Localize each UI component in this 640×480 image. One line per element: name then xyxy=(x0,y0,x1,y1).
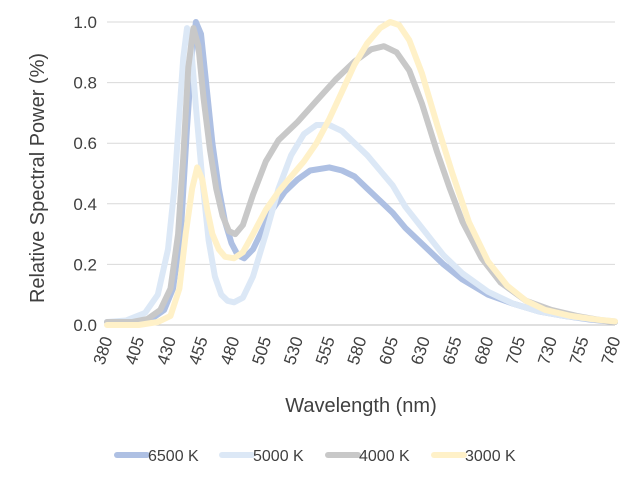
x-axis-title: Wavelength (nm) xyxy=(285,395,437,417)
x-tick-label: 380 xyxy=(90,334,117,367)
x-tick-label: 780 xyxy=(598,334,625,367)
y-tick-label: 0.2 xyxy=(73,255,97,274)
x-tick-label: 505 xyxy=(248,334,275,367)
series-line-3000k xyxy=(104,19,618,328)
x-tick-label: 555 xyxy=(312,334,339,367)
series-line-4000k xyxy=(104,25,618,325)
x-tick-label: 480 xyxy=(217,334,244,367)
x-tick-label: 655 xyxy=(439,334,466,367)
x-tick-label: 605 xyxy=(375,334,402,367)
x-tick-label: 630 xyxy=(407,334,434,367)
x-tick-labels: 380 405 430 455 480 505 530 555 580 605 630 655 680 7… xyxy=(90,334,625,367)
x-tick-label: 530 xyxy=(280,334,307,367)
x-tick-label: 455 xyxy=(185,334,212,367)
y-tick-label: 0.8 xyxy=(73,74,97,93)
y-tick-label: 0.0 xyxy=(73,316,97,335)
series-line-5000k xyxy=(104,25,618,325)
legend: 6500 K 5000 K 4000 K 3000 K xyxy=(114,448,516,465)
legend-label: 4000 K xyxy=(359,448,410,465)
legend-label: 6500 K xyxy=(148,448,199,465)
x-tick-label: 755 xyxy=(566,334,593,367)
y-tick-label: 0.6 xyxy=(73,134,97,153)
x-tick-label: 705 xyxy=(502,334,529,367)
y-tick-labels: 0.0 0.2 0.4 0.6 0.8 1.0 xyxy=(73,13,97,335)
y-tick-label: 1.0 xyxy=(73,13,97,32)
x-tick-label: 730 xyxy=(534,334,561,367)
x-tick-label: 405 xyxy=(121,334,148,367)
series-lines xyxy=(104,19,618,328)
x-tick-label: 680 xyxy=(471,334,498,367)
legend-label: 5000 K xyxy=(253,448,304,465)
legend-label: 3000 K xyxy=(465,448,516,465)
x-tick-label: 580 xyxy=(344,334,371,367)
x-tick-label: 430 xyxy=(153,334,180,367)
y-tick-label: 0.4 xyxy=(73,195,97,214)
y-axis-title: Relative Spectral Power (%) xyxy=(27,53,49,303)
